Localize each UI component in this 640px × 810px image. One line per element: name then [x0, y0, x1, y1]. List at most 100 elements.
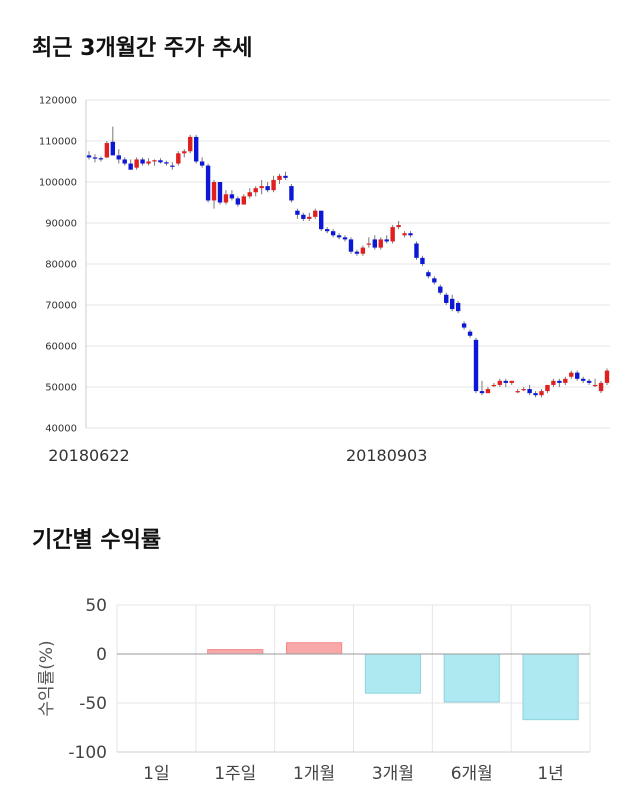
x-tick-label: 20180903: [346, 446, 427, 465]
candle-down: [158, 160, 163, 163]
candle-down: [432, 278, 437, 283]
y-tick-label: 40000: [45, 424, 77, 435]
candle-down: [319, 210, 324, 230]
candle-up: [569, 372, 574, 377]
x-tick-label: 1년: [537, 764, 563, 784]
candle-down: [575, 372, 580, 379]
candle-down: [98, 158, 104, 160]
candle-up: [598, 382, 604, 392]
candle-down: [438, 286, 443, 293]
candle-up: [271, 179, 276, 191]
candle-up: [360, 247, 366, 254]
x-tick-label: 3개월: [372, 764, 414, 784]
candle-up: [188, 136, 193, 152]
candle-down: [324, 229, 330, 232]
candle-down: [217, 182, 223, 203]
period-return-title: 기간별 수익률: [32, 528, 162, 553]
y-tick-label: 120000: [39, 96, 77, 107]
candle-up: [176, 153, 181, 164]
candle-down: [289, 186, 294, 201]
bar-6개월: [443, 653, 500, 703]
candle-up: [259, 186, 264, 189]
candle-up: [539, 391, 544, 396]
candle-down: [473, 339, 479, 392]
candle-down: [164, 162, 169, 164]
candle-down: [336, 235, 342, 238]
candle-down: [533, 393, 538, 396]
y-tick-label: 110000: [39, 137, 77, 148]
candle-up: [545, 384, 550, 392]
candle-up: [313, 210, 318, 217]
y-tick-label: 70000: [45, 301, 77, 312]
x-tick-label: 1일: [143, 764, 169, 784]
candle-up: [497, 380, 503, 385]
bar-1주일: [207, 649, 264, 655]
candle-down: [122, 159, 127, 164]
y-tick-label: -100: [68, 743, 107, 763]
candle-up: [402, 233, 407, 236]
candle-up: [307, 216, 312, 219]
candle-down: [301, 214, 306, 219]
candle-up: [485, 389, 491, 394]
candle-up: [146, 161, 151, 164]
candle-down: [342, 237, 348, 240]
candle-down: [461, 323, 467, 328]
candle-up: [604, 370, 610, 383]
candle-down: [193, 136, 199, 162]
candle-up: [104, 143, 110, 158]
candle-up: [509, 380, 514, 383]
candle-down: [426, 272, 431, 277]
candle-up: [182, 151, 187, 154]
candle-down: [205, 165, 211, 201]
candle-down: [557, 380, 562, 383]
candle-down: [420, 257, 425, 264]
candle-down: [110, 141, 116, 156]
period-return-chart: 50 0 -50 -100 1일 1주일 1개월 3개월 6개월 1년 수익률(%): [37, 596, 591, 784]
candle-down: [503, 380, 508, 383]
candle-up: [396, 225, 401, 228]
candle-down: [467, 331, 473, 336]
y-tick-label: 80000: [45, 260, 77, 271]
candle-down: [384, 239, 389, 242]
x-tick-label: 6개월: [451, 764, 493, 784]
candle-down: [199, 161, 205, 166]
candle-down: [283, 175, 288, 178]
candle-up: [241, 196, 247, 205]
candle-down: [580, 378, 586, 381]
bar-3개월: [364, 653, 422, 694]
candle-down: [92, 157, 98, 159]
y-axis-label: 수익률(%): [37, 640, 57, 716]
bar-1개월: [285, 642, 343, 655]
y-tick-label: 50000: [45, 383, 77, 394]
candle-up: [211, 182, 217, 201]
candle-down: [330, 231, 336, 236]
candle-up: [491, 384, 497, 387]
candle-down: [86, 155, 92, 158]
candle-down: [414, 243, 419, 258]
candle-up: [152, 160, 157, 162]
candle-down: [235, 198, 241, 205]
candle-down: [372, 239, 377, 248]
candle-down: [586, 380, 592, 383]
candle-up: [551, 380, 556, 385]
candle-down: [479, 391, 485, 394]
candle-up: [253, 188, 258, 193]
candle-up: [378, 239, 383, 248]
candle-up: [247, 192, 252, 197]
x-tick-label: 20180622: [48, 446, 129, 465]
price-trend-chart: 40000 50000 60000 70000 80000 90000 100000 1100…: [39, 96, 610, 465]
candle-up: [592, 384, 598, 387]
candle-up: [390, 227, 395, 242]
candle-up: [134, 159, 139, 168]
candle-up: [521, 389, 526, 391]
y-tick-label: 100000: [39, 178, 77, 189]
candle-down: [455, 302, 461, 312]
candle-down: [408, 233, 413, 236]
x-tick-label: 1주일: [214, 764, 256, 784]
price-trend-title: 최근 3개월간 주가 추세: [32, 36, 253, 61]
candle-down: [348, 239, 354, 252]
candle-up: [277, 175, 282, 180]
y-tick-label: 50: [85, 596, 107, 616]
x-tick-label: 1개월: [293, 764, 335, 784]
y-tick-label: 0: [96, 645, 107, 665]
